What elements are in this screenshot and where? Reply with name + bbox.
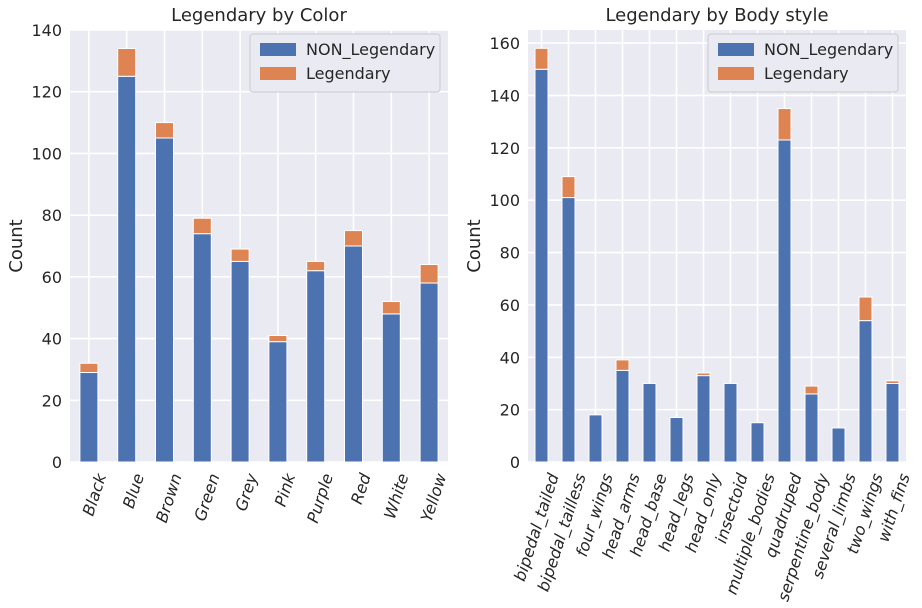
legend-label: Legendary [764, 64, 849, 83]
x-tick-label: Yellow [417, 470, 451, 524]
bar-legendary [615, 359, 630, 371]
y-tick-label: 160 [489, 34, 520, 53]
legend-swatch [260, 43, 296, 56]
x-tick-label: Red [347, 470, 375, 506]
bar-non-legendary [155, 137, 174, 463]
plot-area [528, 30, 906, 462]
bar-legendary [777, 108, 792, 141]
bar-non-legendary [192, 233, 212, 463]
bar-legendary [306, 260, 326, 272]
bar-non-legendary [561, 197, 576, 463]
bar-non-legendary [79, 372, 99, 463]
x-tick-label: Blue [119, 471, 148, 511]
bar-non-legendary [750, 422, 765, 463]
bar-legendary [804, 385, 819, 395]
bar-legendary [885, 380, 900, 384]
bar-legendary [230, 248, 250, 262]
y-tick-label: 140 [31, 21, 62, 40]
y-tick-label: 140 [489, 86, 520, 105]
legend-label: NON_Legendary [306, 40, 435, 60]
x-tick-label: Pink [271, 470, 300, 508]
bar-legendary [117, 48, 137, 77]
bar-legendary [561, 176, 576, 199]
y-tick-label: 40 [500, 348, 520, 367]
y-tick-label: 100 [31, 144, 62, 163]
legend-label: NON_Legendary [764, 40, 893, 60]
x-tick-label: Brown [152, 471, 186, 525]
bar-non-legendary [419, 282, 439, 463]
bar-non-legendary [344, 245, 363, 463]
bar-legendary [419, 264, 439, 284]
y-tick-label: 0 [510, 453, 520, 472]
bar-legendary [192, 217, 212, 235]
y-tick-label: 120 [489, 139, 520, 158]
bar-non-legendary [615, 369, 630, 463]
legend-swatch [260, 67, 296, 80]
bar-non-legendary [723, 382, 738, 463]
bar-non-legendary [777, 139, 792, 463]
y-tick-label: 20 [42, 391, 62, 410]
legend-swatch [718, 67, 754, 80]
bar-legendary [155, 122, 174, 139]
bar-legendary [268, 334, 288, 343]
bar-legendary [79, 362, 99, 374]
bar-non-legendary [804, 393, 819, 463]
bar-non-legendary [230, 260, 250, 463]
bar-legendary [696, 372, 711, 377]
y-tick-label: 60 [42, 268, 62, 287]
bar-non-legendary [306, 270, 326, 463]
y-tick-label: 20 [500, 401, 520, 420]
legend-box [249, 33, 441, 93]
y-tick-label: 0 [52, 453, 62, 472]
legend-box [707, 33, 899, 93]
legend-label: Legendary [306, 64, 391, 83]
y-tick-label: 80 [42, 206, 62, 225]
y-tick-label: 120 [31, 83, 62, 102]
bar-legendary [344, 230, 363, 247]
bar-legendary [381, 301, 401, 315]
bar-non-legendary [268, 341, 288, 463]
bar-non-legendary [642, 382, 657, 463]
x-tick-label: Green [190, 471, 223, 523]
legend-swatch [718, 43, 754, 56]
bar-legendary [534, 47, 549, 70]
bar-non-legendary [588, 414, 603, 463]
y-tick-label: 80 [500, 244, 520, 263]
bar-non-legendary [885, 382, 900, 463]
x-tick-label: Grey [231, 471, 261, 514]
y-tick-label: 60 [500, 296, 520, 315]
bar-non-legendary [696, 375, 711, 463]
x-tick-label: Purple [303, 471, 337, 525]
chart-title: Legendary by Body style [605, 5, 828, 26]
chart-panel-1: 0 20 40 60 80 100 120 140 Black Blue Brown Green Gre… [6, 5, 451, 525]
bar-non-legendary [117, 75, 137, 463]
bar-non-legendary [858, 320, 873, 463]
x-tick-label: White [380, 471, 412, 521]
chart-panel-2: 020406080100120140160bipedal_tailedbiped… [464, 5, 915, 604]
bar-non-legendary [534, 68, 549, 463]
chart-title: Legendary by Color [171, 5, 347, 26]
bar-non-legendary [381, 313, 401, 463]
y-tick-label: 100 [489, 191, 520, 210]
bar-non-legendary [831, 427, 846, 463]
bar-legendary [858, 296, 873, 322]
y-axis-label: Count [464, 219, 485, 272]
y-tick-label: 40 [42, 330, 62, 349]
y-axis-label: Count [6, 219, 27, 272]
bar-non-legendary [669, 416, 684, 463]
x-tick-label: Black [79, 470, 111, 518]
